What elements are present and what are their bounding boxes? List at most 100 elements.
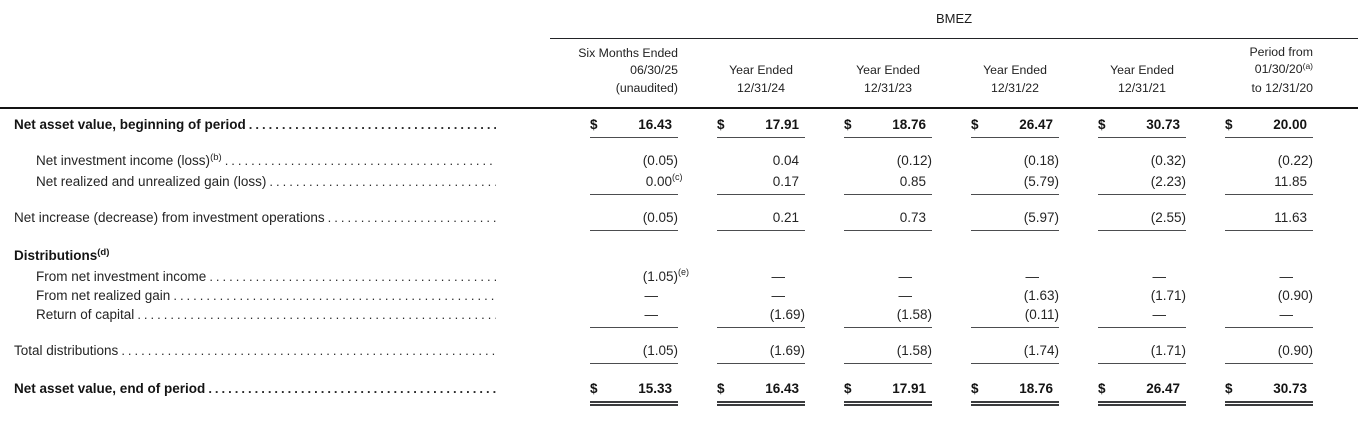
value-cell: (1.74) [971,341,1059,364]
footnote-marker: (a) [1302,61,1313,71]
value: (1.58) [896,307,932,322]
value-cell: (0.90) [1225,286,1313,305]
row-label: Distributions(d) [14,247,110,263]
value-cell: — [717,267,805,286]
dollar-sign: $ [717,381,725,396]
value: — [1279,269,1294,284]
dollar-sign: $ [844,381,852,396]
footnote-marker: (e) [678,267,689,277]
value-cell: $26.47 [971,115,1059,138]
value: 26.47 [1146,381,1180,396]
footnote-marker: (b) [210,152,222,163]
column-header: Period from 01/30/20(a) to 12/31/20 [1225,44,1313,99]
value-cell: (1.58) [844,341,932,364]
value: (5.97) [1023,210,1059,225]
value-cell: 0.73 [844,208,932,231]
value-cell: $17.91 [844,379,932,406]
column-header-line: Period from [1249,44,1313,59]
value: (0.32) [1150,153,1186,168]
value: 17.91 [892,381,926,396]
value-cell: $30.73 [1098,115,1186,138]
value-cell: (5.79) [971,172,1059,195]
row-label: Net investment income (loss)(b) [36,152,222,168]
column-header-line: 12/31/21 [1118,80,1166,95]
value-cell: 0.85 [844,172,932,195]
value: (0.12) [896,153,932,168]
dollar-sign: $ [844,117,852,132]
column-header-text: Year Ended 12/31/22 [983,62,1047,97]
value: 11.63 [1274,210,1307,225]
column-header: Year Ended 12/31/24 [717,44,805,99]
value: (1.74) [1023,343,1059,358]
value: 0.17 [772,174,799,189]
value: — [1152,269,1167,284]
dot-leader [121,341,496,360]
value: 30.73 [1273,381,1307,396]
value-cell: $16.43 [717,379,805,406]
value-cell: (1.05) (e) [590,267,689,286]
dot-leader [137,305,496,324]
column-header-text: Year Ended 12/31/21 [1110,62,1174,97]
table-rows: Net asset value, beginning of period $16.… [0,115,1358,406]
column-header-text: Year Ended 12/31/24 [729,62,793,97]
dollar-sign: $ [1225,117,1233,132]
footnote-marker: (d) [97,247,110,258]
dot-leader [209,267,496,286]
column-header-line: 06/30/25 [630,63,678,77]
dollar-sign: $ [1225,381,1233,396]
value-cell: (2.55) [1098,208,1186,231]
value-cell: 11.63 [1225,208,1313,231]
value-cell: — [590,286,678,305]
row-label: Total distributions [14,343,119,358]
dot-leader [328,208,496,227]
column-header-line: Year Ended [983,63,1047,77]
value: — [644,307,659,322]
value-cell: (0.12) [844,151,932,170]
value: — [771,269,786,284]
value-cell: — [844,286,932,305]
value: (5.79) [1023,174,1059,189]
value-cell: — [1098,305,1186,328]
value-cell: 0.17 [717,172,805,195]
column-header: Six Months Ended 06/30/25 (unaudited) [578,44,678,99]
header-rule [0,107,1358,109]
column-header-line: Year Ended [729,63,793,77]
value-cell: $18.76 [971,379,1059,406]
value: 18.76 [892,117,926,132]
column-header-text: Year Ended 12/31/23 [856,62,920,97]
value: 18.76 [1019,381,1053,396]
value: 15.33 [638,381,672,396]
value: — [1025,269,1040,284]
value: (0.11) [1024,307,1059,322]
value: (0.18) [1023,153,1059,168]
column-header: Year Ended 12/31/23 [844,44,932,99]
row-label: From net investment income [36,269,207,284]
column-header-text: Six Months Ended 06/30/25 (unaudited) [578,45,678,98]
dot-leader [249,115,496,134]
value-cell: (1.71) [1098,341,1186,364]
value: — [898,269,913,284]
value: 11.85 [1274,174,1307,189]
table-row: Net investment income (loss)(b) (0.05) 0.0… [0,151,1358,172]
table-row: Net increase (decrease) from investment … [0,208,1358,231]
value-cell: $15.33 [590,379,678,406]
table-row: Net asset value, beginning of period $16.… [0,115,1358,138]
value-cell: (1.58) [844,305,932,328]
row-label: Net asset value, end of period [14,381,206,396]
value: 0.73 [899,210,926,225]
dollar-sign: $ [717,117,725,132]
table-row: Return of capital — (1.69) (1.58) (0.11) — — [0,305,1358,328]
value-cell: — [1225,305,1313,328]
table-row: From net investment income (1.05)(e) — — — — — [0,267,1358,286]
value-cell: — [590,305,678,328]
value-cell: — [717,286,805,305]
value: 26.47 [1019,117,1053,132]
column-header-line: 12/31/23 [864,80,912,95]
value: 17.91 [765,117,799,132]
value-cell: 11.85 [1225,172,1313,195]
dot-leader [269,172,496,191]
value: 0.85 [899,174,926,189]
value-cell: — [844,267,932,286]
value: (0.05) [642,210,678,225]
value-cell: $20.00 [1225,115,1313,138]
